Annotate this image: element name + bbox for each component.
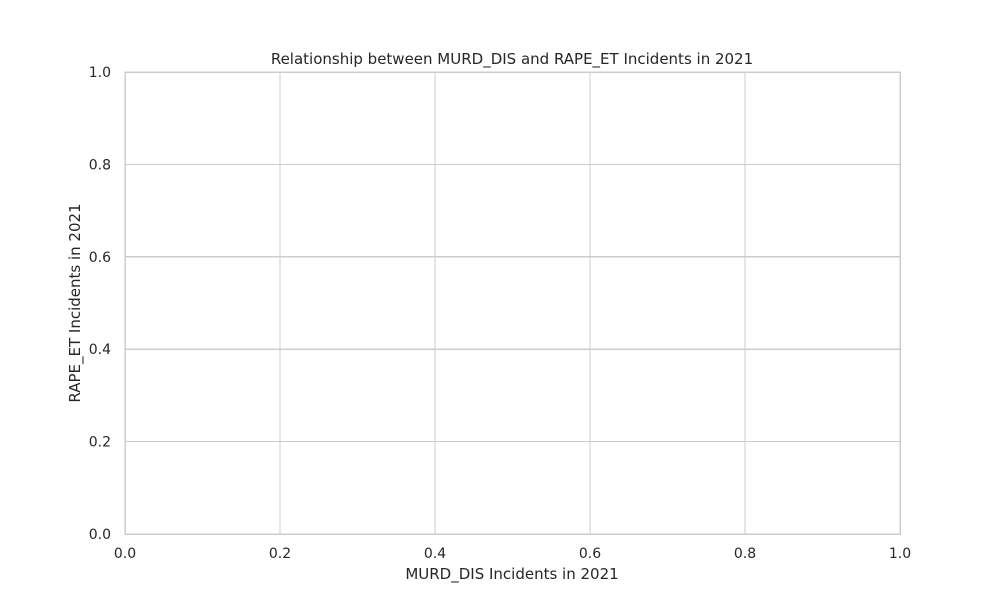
- x-tick-label: 0.0: [114, 546, 136, 562]
- y-tick-label: 0.4: [89, 342, 111, 358]
- y-axis-ticks: 0.0 0.2 0.4 0.6 0.8 1.0: [89, 65, 111, 543]
- y-axis-label: RAPE_ET Incidents in 2021: [66, 203, 85, 402]
- plot-area-frame: [124, 71, 901, 535]
- x-tick-label: 1.0: [889, 546, 911, 562]
- y-tick-label: 0.0: [89, 527, 111, 543]
- x-axis-label: MURD_DIS Incidents in 2021: [405, 565, 618, 584]
- y-tick-label: 0.2: [89, 435, 111, 451]
- x-tick-label: 0.2: [269, 546, 291, 562]
- x-tick-label: 0.8: [734, 546, 756, 562]
- y-tick-label: 0.6: [89, 250, 111, 266]
- x-tick-label: 0.6: [579, 546, 601, 562]
- x-axis-ticks: 0.0 0.2 0.4 0.6 0.8 1.0: [114, 546, 911, 562]
- y-tick-label: 1.0: [89, 65, 111, 81]
- y-tick-label: 0.8: [89, 157, 111, 173]
- chart-title: Relationship between MURD_DIS and RAPE_E…: [271, 50, 753, 69]
- x-tick-label: 0.4: [424, 546, 446, 562]
